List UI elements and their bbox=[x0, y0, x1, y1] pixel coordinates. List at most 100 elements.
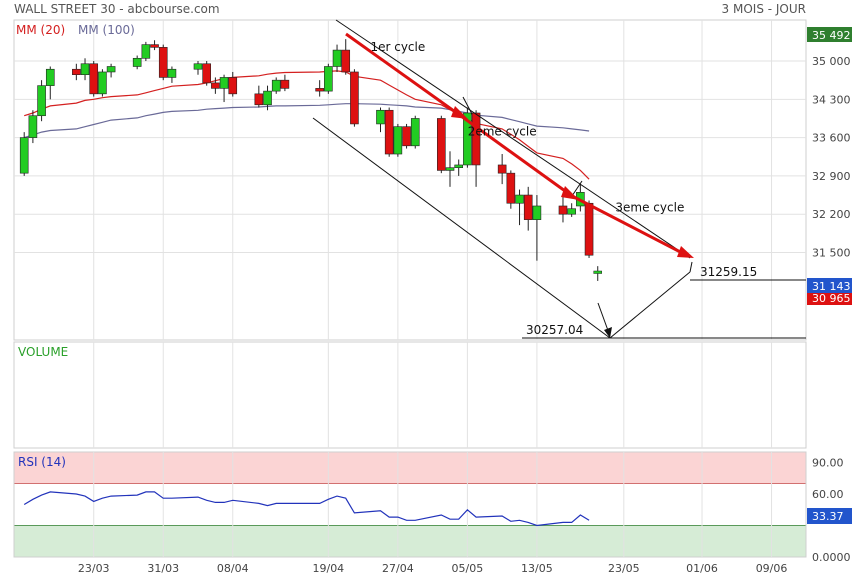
legend-ma100: MM (100) bbox=[78, 23, 135, 37]
candle-down bbox=[506, 172, 516, 204]
candle-down bbox=[497, 164, 507, 174]
x-tick-label: 05/05 bbox=[452, 562, 484, 575]
price-panel-frame bbox=[13, 19, 807, 341]
chart-title: WALL STREET 30 - abcbourse.com bbox=[14, 2, 220, 16]
target-low-label: 30257.04 bbox=[526, 323, 583, 337]
x-tick-label: 31/03 bbox=[147, 562, 179, 575]
candle-down bbox=[280, 79, 290, 89]
cycle-2-tick bbox=[571, 180, 583, 197]
rsi-panel bbox=[23, 491, 590, 527]
x-tick-label: 23/05 bbox=[608, 562, 640, 575]
candle-up bbox=[45, 68, 55, 86]
candle-up bbox=[454, 164, 464, 168]
candle-down bbox=[584, 202, 594, 256]
rsi-tick-label: 0.0000 bbox=[812, 551, 851, 564]
candle-down bbox=[228, 77, 238, 95]
candle-up bbox=[19, 137, 29, 174]
candle-up bbox=[106, 66, 116, 73]
candle-down bbox=[402, 126, 411, 147]
ma-price-badge bbox=[807, 291, 852, 305]
rsi-oversold-band bbox=[14, 525, 806, 557]
ma20-line bbox=[24, 70, 590, 180]
candle-down bbox=[350, 71, 359, 125]
target-high-label: 31259.15 bbox=[700, 265, 757, 279]
candle-down bbox=[150, 44, 159, 48]
candle-down bbox=[254, 93, 264, 106]
cycle-3-arrow bbox=[571, 194, 689, 258]
legend-ma20: MM (20) bbox=[16, 23, 65, 37]
x-tick-label: 13/05 bbox=[521, 562, 553, 575]
candle-down bbox=[158, 47, 168, 78]
candle-up bbox=[141, 44, 151, 59]
x-tick-label: 23/03 bbox=[78, 562, 110, 575]
x-tick-label: 19/04 bbox=[312, 562, 344, 575]
y-tick-label: 35 000 bbox=[812, 55, 851, 68]
cycle-1-label: 1er cycle bbox=[370, 40, 425, 54]
candle-up bbox=[98, 71, 107, 95]
candle-down bbox=[89, 63, 99, 95]
y-tick-label: 34 300 bbox=[812, 93, 851, 106]
volume-label: VOLUME bbox=[18, 345, 68, 359]
top-price-badge bbox=[807, 27, 852, 42]
candle-up bbox=[271, 79, 281, 92]
last-price-badge bbox=[807, 278, 852, 293]
candle-up bbox=[515, 194, 524, 204]
candle-up bbox=[463, 112, 472, 166]
candle-up bbox=[263, 90, 272, 106]
chart-period: 3 MOIS - JOUR bbox=[722, 2, 806, 16]
candle-up bbox=[28, 115, 38, 138]
candle-up bbox=[410, 118, 420, 147]
chart-background bbox=[13, 19, 807, 558]
candle-down bbox=[523, 194, 533, 220]
rsi-tick-label: 60.00 bbox=[812, 488, 844, 501]
x-tick-label: 01/06 bbox=[686, 562, 718, 575]
candle-up bbox=[167, 68, 177, 78]
cycle-1-arrowhead bbox=[451, 106, 468, 119]
candle-up bbox=[37, 85, 46, 117]
x-tick-label: 27/04 bbox=[382, 562, 414, 575]
rsi-value-badge bbox=[807, 508, 852, 524]
candle-down bbox=[384, 109, 394, 155]
rsi-value: 33.37 bbox=[812, 510, 844, 523]
candle-down bbox=[558, 205, 568, 215]
ma100-series bbox=[24, 103, 590, 139]
candle-up bbox=[567, 208, 576, 215]
candle-down bbox=[202, 63, 211, 84]
rsi-panel-frame bbox=[13, 451, 807, 558]
rsi-series bbox=[23, 491, 590, 527]
cycle-2-arrow bbox=[460, 114, 573, 198]
candle-up bbox=[445, 167, 455, 171]
rsi-label: RSI (14) bbox=[18, 455, 66, 469]
candle-down bbox=[437, 118, 446, 171]
ma100-line bbox=[24, 103, 590, 139]
candle-up bbox=[132, 57, 142, 67]
candle-down bbox=[72, 68, 81, 76]
candle-down bbox=[211, 82, 220, 89]
rsi-overbought-band bbox=[14, 452, 806, 484]
y-tick-label: 32 200 bbox=[812, 208, 851, 221]
ma20-series bbox=[24, 70, 590, 180]
cycle-3-rebound bbox=[609, 271, 691, 339]
candle-down bbox=[471, 112, 481, 166]
ma-price-value: 30 965 bbox=[812, 292, 851, 305]
x-tick-label: 08/04 bbox=[217, 562, 249, 575]
y-tick-label: 32 900 bbox=[812, 170, 851, 183]
y-tick-label: 31 500 bbox=[812, 246, 851, 259]
x-tick-label: 09/06 bbox=[756, 562, 788, 575]
channel-lower-line bbox=[312, 117, 611, 339]
volume-panel-frame bbox=[13, 341, 807, 449]
cycle-1-tick bbox=[462, 96, 473, 115]
top-price-value: 35 492 bbox=[812, 29, 851, 42]
channel-upper-line bbox=[335, 19, 691, 259]
annotations: 1er cycle 2eme cycle 3eme cycle 31259.15 302… bbox=[312, 19, 806, 339]
cycle-1-arrow bbox=[345, 32, 462, 118]
candle-up bbox=[219, 77, 229, 89]
candle-up bbox=[80, 63, 90, 76]
rsi-tick-label: 90.00 bbox=[812, 457, 844, 470]
doji-candle bbox=[593, 270, 602, 274]
cycle-2-label: 2eme cycle bbox=[468, 124, 537, 138]
cycle-3-rebound-tip bbox=[689, 261, 693, 273]
last-price-value: 31 143 bbox=[812, 280, 851, 293]
candle-up bbox=[532, 205, 542, 220]
